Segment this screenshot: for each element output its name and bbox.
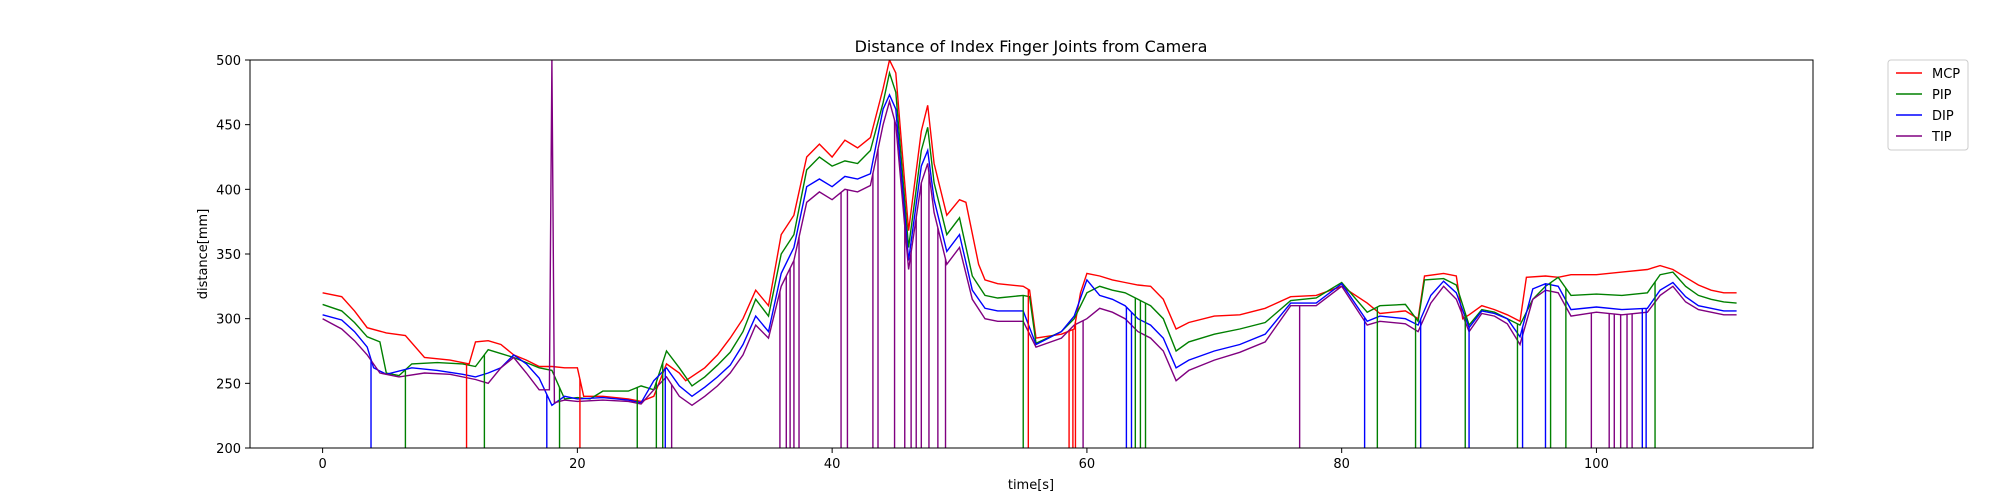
- axes: 0 20 40 60 80 100 200 250 300 350 400 450 500: [216, 54, 1609, 472]
- series-line-tip: [322, 60, 1737, 407]
- x-tick-label: 80: [1333, 457, 1350, 472]
- series-lines: [322, 60, 1737, 448]
- legend-label-tip: TIP: [1931, 130, 1952, 145]
- y-tick-label: 250: [216, 377, 241, 392]
- legend: MCP PIP DIP TIP: [1887, 59, 1969, 151]
- legend-label-dip: DIP: [1932, 109, 1954, 124]
- series-line-mcp: [322, 60, 1737, 403]
- x-tick-label: 60: [1079, 457, 1096, 472]
- x-tick-label: 100: [1584, 457, 1609, 472]
- plot-frame: [249, 59, 1814, 449]
- y-tick-label: 350: [216, 248, 241, 263]
- y-tick-label: 300: [216, 313, 241, 328]
- x-tick-label: 20: [569, 457, 586, 472]
- legend-box: [1887, 59, 1969, 151]
- y-axis-label: distance[mm]: [196, 209, 211, 300]
- legend-label-mcp: MCP: [1932, 67, 1960, 82]
- y-tick-label: 400: [216, 183, 241, 198]
- y-tick-label: 200: [216, 442, 241, 457]
- y-tick-label: 500: [216, 54, 241, 69]
- chart-title: Distance of Index Finger Joints from Cam…: [855, 37, 1208, 56]
- x-tick-label: 0: [318, 457, 326, 472]
- x-tick-label: 40: [824, 457, 841, 472]
- series-line-pip: [322, 70, 1737, 400]
- legend-label-pip: PIP: [1932, 88, 1952, 103]
- series-line-dip: [322, 93, 1737, 407]
- x-axis-label: time[s]: [1008, 478, 1054, 493]
- y-tick-label: 450: [216, 119, 241, 134]
